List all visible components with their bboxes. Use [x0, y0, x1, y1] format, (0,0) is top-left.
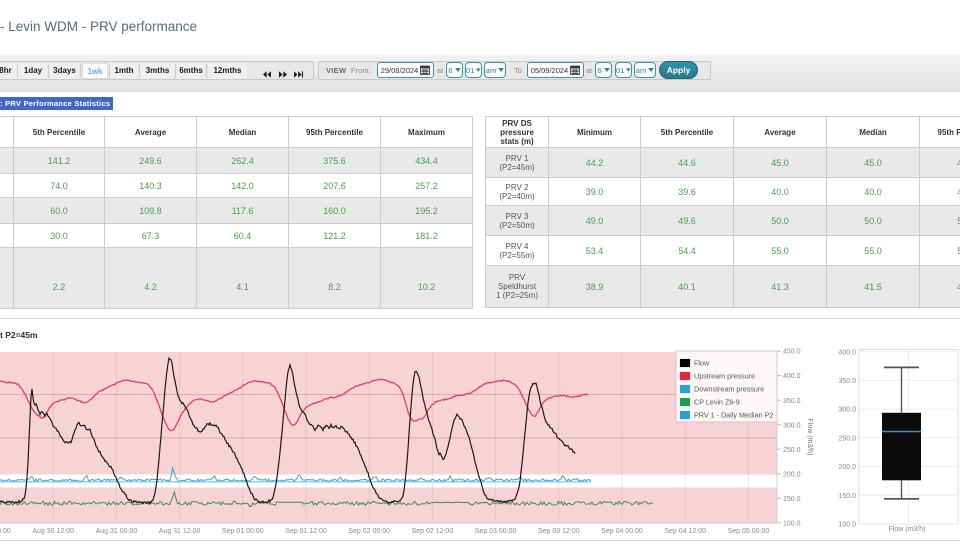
svg-text:CP Levin Z6-9: CP Levin Z6-9 — [694, 398, 740, 407]
svg-text:350.0: 350.0 — [838, 378, 856, 385]
svg-text:Flow (m3/h): Flow (m3/h) — [889, 526, 926, 533]
svg-text:Sep 01 12:00: Sep 01 12:00 — [285, 528, 327, 535]
svg-text:100.0: 100.0 — [838, 522, 856, 529]
svg-text:Flow: Flow — [694, 359, 710, 368]
svg-text:Upstream pressure: Upstream pressure — [694, 372, 755, 381]
svg-text:Aug 30 12:00: Aug 30 12:00 — [32, 528, 74, 535]
svg-text:400.0: 400.0 — [783, 373, 801, 380]
svg-text:Sep 04 12:00: Sep 04 12:00 — [664, 528, 706, 535]
svg-text:Sep 05 00:00: Sep 05 00:00 — [728, 528, 770, 535]
svg-text:Aug 31 12:00: Aug 31 12:00 — [159, 528, 201, 535]
svg-text:Aug 30 00:00: Aug 30 00:00 — [0, 528, 11, 535]
svg-text:250.0: 250.0 — [838, 435, 856, 442]
svg-text:PRV 1 - Daily Median P2: PRV 1 - Daily Median P2 — [694, 411, 773, 420]
svg-text:350.0: 350.0 — [783, 398, 801, 405]
svg-text:Sep 02 12:00: Sep 02 12:00 — [412, 528, 454, 535]
svg-text:150.0: 150.0 — [783, 496, 801, 503]
svg-text:450.0: 450.0 — [783, 349, 801, 356]
svg-text:200.0: 200.0 — [838, 464, 856, 471]
svg-text:150.0: 150.0 — [838, 493, 856, 500]
svg-text:300.0: 300.0 — [783, 422, 801, 429]
svg-text:Sep 01 00:00: Sep 01 00:00 — [222, 528, 264, 535]
svg-text:200.0: 200.0 — [783, 471, 801, 478]
svg-text:Downstream pressure: Downstream pressure — [694, 385, 764, 394]
svg-text:Sep 03 00:00: Sep 03 00:00 — [475, 528, 517, 535]
svg-text:Sep 04 00:00: Sep 04 00:00 — [601, 528, 643, 535]
svg-text:400.0: 400.0 — [838, 349, 856, 356]
svg-text:Sep 03 12:00: Sep 03 12:00 — [538, 528, 580, 535]
svg-text:Flow (m3/h): Flow (m3/h) — [806, 419, 813, 456]
svg-text:300.0: 300.0 — [838, 407, 856, 414]
svg-text:100.0: 100.0 — [783, 520, 801, 527]
svg-text:Aug 31 00:00: Aug 31 00:00 — [96, 528, 138, 535]
svg-text:250.0: 250.0 — [783, 447, 801, 454]
svg-text:Sep 02 00:00: Sep 02 00:00 — [348, 528, 390, 535]
